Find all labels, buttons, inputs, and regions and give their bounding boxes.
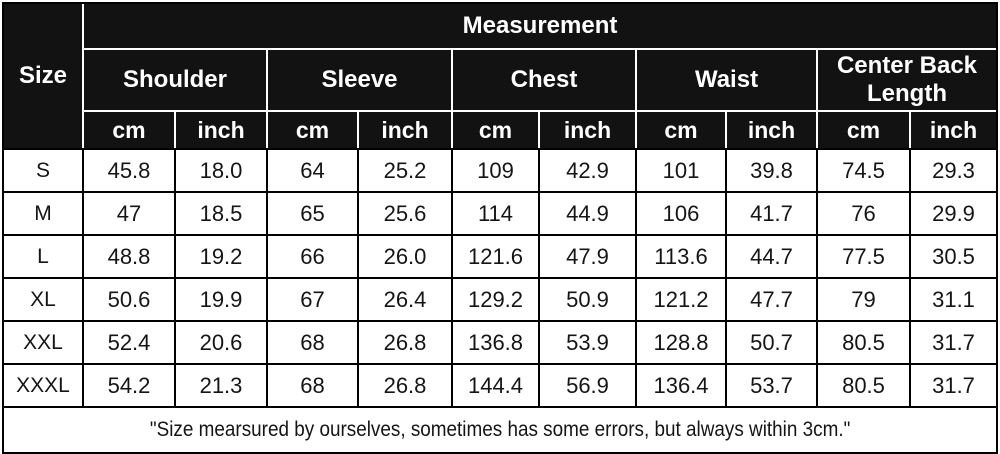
unit-header-inch: inch — [909, 110, 997, 148]
size-cell: XL — [4, 277, 82, 320]
cell: 31.1 — [909, 277, 997, 320]
cell: 47 — [82, 191, 174, 234]
cell: 18.0 — [174, 148, 266, 191]
cell: 39.8 — [725, 148, 816, 191]
note-row: "Size mearsured by ourselves, sometimes … — [4, 406, 997, 452]
cell: 121.6 — [451, 234, 538, 277]
cell: 26.0 — [357, 234, 451, 277]
unit-header-cm: cm — [451, 110, 538, 148]
cell: 29.3 — [909, 148, 997, 191]
table-row: XL 50.6 19.9 67 26.4 129.2 50.9 121.2 47… — [4, 277, 997, 320]
cell: 44.9 — [538, 191, 635, 234]
cell: 106 — [635, 191, 725, 234]
cell: 47.7 — [725, 277, 816, 320]
group-header-sleeve: Sleeve — [266, 48, 451, 110]
cell: 42.9 — [538, 148, 635, 191]
cell: 101 — [635, 148, 725, 191]
cell: 52.4 — [82, 320, 174, 363]
cell: 121.2 — [635, 277, 725, 320]
cell: 26.8 — [357, 363, 451, 406]
cell: 25.6 — [357, 191, 451, 234]
table-row: XXXL 54.2 21.3 68 26.8 144.4 56.9 136.4 … — [4, 363, 997, 406]
cell: 76 — [816, 191, 909, 234]
group-header-shoulder: Shoulder — [82, 48, 266, 110]
measurement-header: Measurement — [82, 4, 997, 48]
cell: 64 — [266, 148, 357, 191]
unit-header-inch: inch — [357, 110, 451, 148]
unit-header-cm: cm — [635, 110, 725, 148]
cell: 129.2 — [451, 277, 538, 320]
cell: 48.8 — [82, 234, 174, 277]
table-row: M 47 18.5 65 25.6 114 44.9 106 41.7 76 2… — [4, 191, 997, 234]
cell: 67 — [266, 277, 357, 320]
cell: 144.4 — [451, 363, 538, 406]
table-row: XXL 52.4 20.6 68 26.8 136.8 53.9 128.8 5… — [4, 320, 997, 363]
unit-header-cm: cm — [82, 110, 174, 148]
header-row-groups: Shoulder Sleeve Chest Waist Center Back … — [4, 48, 997, 110]
size-cell: L — [4, 234, 82, 277]
cell: 31.7 — [909, 363, 997, 406]
cell: 66 — [266, 234, 357, 277]
unit-header-inch: inch — [174, 110, 266, 148]
cell: 109 — [451, 148, 538, 191]
table-row: L 48.8 19.2 66 26.0 121.6 47.9 113.6 44.… — [4, 234, 997, 277]
table-row: S 45.8 18.0 64 25.2 109 42.9 101 39.8 74… — [4, 148, 997, 191]
cell: 45.8 — [82, 148, 174, 191]
size-cell: S — [4, 148, 82, 191]
cell: 53.7 — [725, 363, 816, 406]
cell: 114 — [451, 191, 538, 234]
group-header-center-back-length: Center Back Length — [816, 48, 997, 110]
cell: 30.5 — [909, 234, 997, 277]
cell: 20.6 — [174, 320, 266, 363]
unit-header-inch: inch — [725, 110, 816, 148]
cell: 68 — [266, 320, 357, 363]
group-header-waist: Waist — [635, 48, 816, 110]
cell: 19.9 — [174, 277, 266, 320]
cell: 68 — [266, 363, 357, 406]
cell: 50.7 — [725, 320, 816, 363]
cell: 29.9 — [909, 191, 997, 234]
cell: 136.8 — [451, 320, 538, 363]
group-header-chest: Chest — [451, 48, 635, 110]
cell: 26.4 — [357, 277, 451, 320]
cell: 53.9 — [538, 320, 635, 363]
unit-header-cm: cm — [266, 110, 357, 148]
cell: 136.4 — [635, 363, 725, 406]
cell: 18.5 — [174, 191, 266, 234]
cell: 54.2 — [82, 363, 174, 406]
note-text: "Size mearsured by ourselves, sometimes … — [149, 418, 851, 441]
cell: 50.9 — [538, 277, 635, 320]
cell: 21.3 — [174, 363, 266, 406]
cell: 65 — [266, 191, 357, 234]
cell: 25.2 — [357, 148, 451, 191]
cell: 47.9 — [538, 234, 635, 277]
cell: 79 — [816, 277, 909, 320]
size-cell: XXL — [4, 320, 82, 363]
cell: 77.5 — [816, 234, 909, 277]
unit-header-inch: inch — [538, 110, 635, 148]
cell: 44.7 — [725, 234, 816, 277]
cell: 56.9 — [538, 363, 635, 406]
cell: 50.6 — [82, 277, 174, 320]
cell: 74.5 — [816, 148, 909, 191]
header-row-title: Size Measurement — [4, 4, 997, 148]
cell: 41.7 — [725, 191, 816, 234]
cell: 80.5 — [816, 320, 909, 363]
cell: 19.2 — [174, 234, 266, 277]
cell: 113.6 — [635, 234, 725, 277]
unit-header-cm: cm — [816, 110, 909, 148]
size-cell: XXXL — [4, 363, 82, 406]
header-row-units: cm inch cm inch cm inch cm inch cm inch — [4, 110, 997, 148]
size-column-header: Size — [4, 4, 82, 148]
cell: 80.5 — [816, 363, 909, 406]
note-cell: "Size mearsured by ourselves, sometimes … — [4, 406, 997, 452]
cell: 128.8 — [635, 320, 725, 363]
size-cell: M — [4, 191, 82, 234]
cell: 31.7 — [909, 320, 997, 363]
cell: 26.8 — [357, 320, 451, 363]
